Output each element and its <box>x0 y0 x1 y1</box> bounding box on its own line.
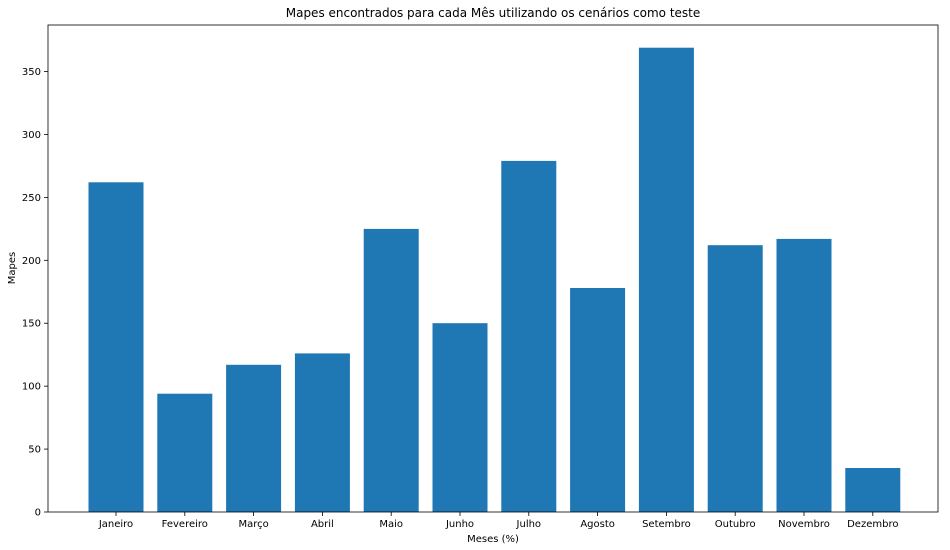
bar-outubro <box>707 245 763 512</box>
bar-fevereiro <box>157 393 213 512</box>
bar-junho <box>432 323 488 512</box>
x-tick-label: Janeiro <box>98 519 133 530</box>
bar-novembro <box>776 238 832 512</box>
bars-group <box>88 47 901 513</box>
y-tick-label: 250 <box>22 193 41 204</box>
y-tick-label: 300 <box>22 130 41 141</box>
x-tick-label: Junho <box>445 519 474 530</box>
bar-setembro <box>638 47 694 512</box>
bar-dezembro <box>845 468 901 512</box>
x-tick-label: Outubro <box>715 519 756 530</box>
y-tick-label: 150 <box>22 319 41 330</box>
bar-maio <box>363 228 419 512</box>
x-tick-label: Setembro <box>642 519 691 530</box>
x-tick-label: Agosto <box>580 519 615 530</box>
x-ticks-group: Janeiro Fevereiro Março Abril Maio Junho Julho… <box>98 512 898 530</box>
bar-agosto <box>570 288 626 512</box>
x-tick-label: Novembro <box>778 519 830 530</box>
y-axis-label: Mapes <box>7 252 18 284</box>
y-tick-label: 100 <box>22 382 41 393</box>
plot-frame <box>47 24 939 513</box>
x-tick-label: Abril <box>311 519 334 530</box>
chart-title: Mapes encontrados para cada Mês utilizan… <box>286 6 701 20</box>
bar-março <box>226 364 282 512</box>
x-tick-label: Março <box>238 519 268 530</box>
y-tick-label: 350 <box>22 67 41 78</box>
x-axis-label: Meses (%) <box>467 534 519 545</box>
y-tick-label: 50 <box>28 445 41 456</box>
x-tick-label: Maio <box>379 519 403 530</box>
y-tick-label: 200 <box>22 256 41 267</box>
y-tick-label: 0 <box>35 508 41 519</box>
bar-abril <box>294 353 350 512</box>
bar-julho <box>501 160 557 512</box>
y-ticks-group: 0 50 100 150 200 250 300 350 <box>22 67 48 519</box>
x-tick-label: Julho <box>516 519 542 530</box>
x-tick-label: Dezembro <box>847 519 898 530</box>
x-tick-label: Fevereiro <box>162 519 208 530</box>
bar-janeiro <box>88 182 144 513</box>
